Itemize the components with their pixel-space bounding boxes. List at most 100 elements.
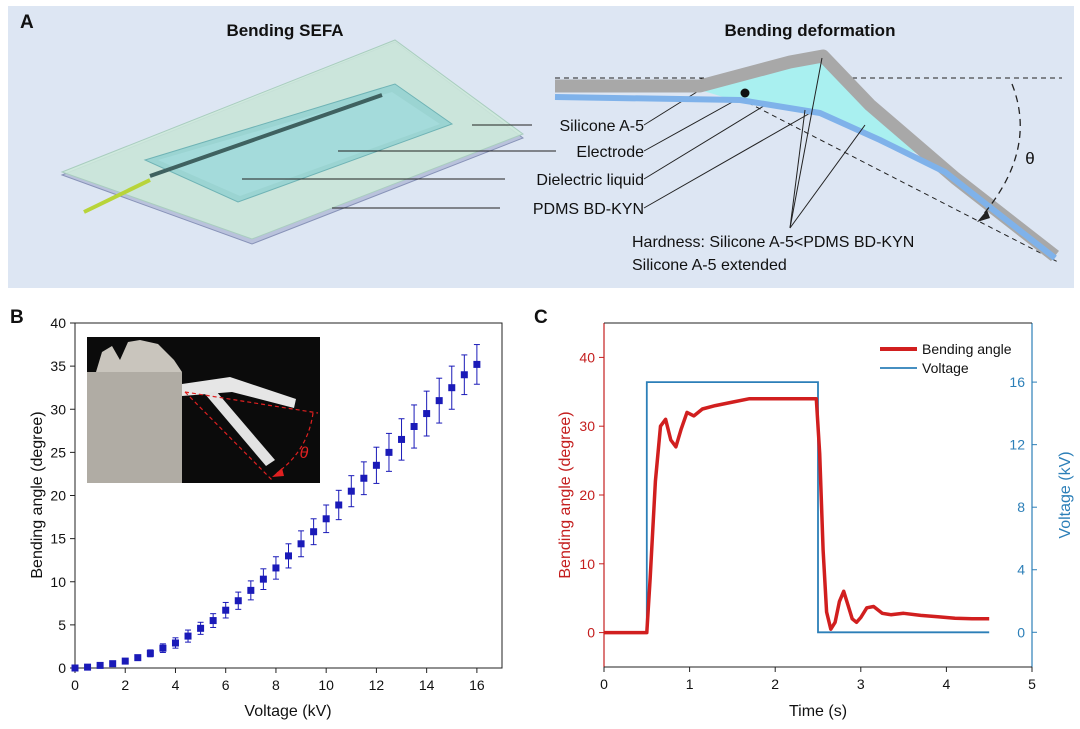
c-y-right-tick-label: 8 [1017,499,1025,515]
electrode-strip [149,93,383,178]
legend-voltage-label: Voltage [922,360,969,376]
b-y-tick-label: 20 [50,488,66,504]
panel-a: A Bending SEFA Bending deformation Silic… [8,6,1074,288]
b-y-tick-label: 0 [58,660,66,676]
panel-b-y-ticks: 0 5 10 15 20 25 30 35 40 [50,315,75,676]
pdms-layer-bent [554,94,1057,261]
b-y-tick-label: 15 [50,531,66,547]
extended-note: Silicone A-5 extended [632,257,787,274]
b-data-point [209,617,217,625]
c-x-tick-label: 1 [686,676,694,692]
b-x-tick-label: 8 [272,677,280,693]
b-data-point [285,552,292,560]
b-y-tick-label: 10 [50,574,66,590]
label-electrode: Electrode [576,144,644,161]
inset-theta-label: θ [300,445,309,462]
b-data-point [460,371,468,379]
panel-a-right-title: Bending deformation [725,21,896,40]
theta-label: θ [1025,149,1034,168]
panel-c-y-ticks: 0 10 20 30 40 [579,349,604,641]
b-y-tick-label: 25 [50,444,66,460]
inset-dashed-horizontal [184,391,319,414]
c-y-tick-label: 30 [579,418,595,434]
c-y-right-tick-label: 16 [1009,374,1025,390]
c-y-tick-label: 20 [579,487,595,503]
label-pdms: PDMS BD-KYN [533,201,644,218]
c-y-tick-label: 10 [579,556,595,572]
inset-block-top [96,340,182,372]
c-x-tick-label: 2 [771,676,779,692]
bending-deformation-drawing [554,49,1062,263]
panel-a-left-title: Bending SEFA [226,21,343,40]
b-x-tick-label: 0 [71,677,79,693]
b-data-point [184,632,192,640]
b-y-tick-label: 35 [50,358,66,374]
inset-photo: θ [87,337,320,483]
b-data-point [423,410,431,418]
b-data-point [247,586,255,594]
liquid-bulge [700,58,945,162]
b-x-tick-label: 4 [172,677,180,693]
b-x-tick-label: 16 [469,677,485,693]
inset-block [87,372,182,483]
c-y-right-tick-label: 12 [1009,437,1025,453]
b-data-point [134,654,142,662]
panel-c-x-ticks: 0 1 2 3 4 5 [600,667,1036,692]
b-data-point [310,528,318,536]
b-data-point [347,487,355,495]
b-data-point [435,397,443,405]
reference-diagonal [699,77,1059,263]
panel-c-y-ticks-right: 0 4 8 12 16 [1009,374,1037,640]
label-silicone-a5: Silicone A-5 [560,118,645,135]
panel-a-letter: A [20,12,34,33]
b-data-point [448,384,456,392]
b-data-point [109,660,117,668]
b-x-tick-label: 12 [369,677,385,693]
b-data-point [410,423,418,430]
b-data-point [335,501,343,509]
panel-c-letter: C [534,307,548,328]
b-data-point [385,448,393,456]
b-data-point [96,661,104,669]
b-data-point [71,664,79,672]
inset-theta-arc [276,412,314,474]
panel-b-data-points [71,344,481,672]
electrode-dot [740,88,750,98]
panel-b-x-label: Voltage (kV) [244,703,331,720]
legend-bending-angle-label: Bending angle [922,341,1012,357]
liquid-inner-surface [158,92,440,196]
b-y-tick-label: 5 [58,617,66,633]
b-data-point [222,606,230,614]
b-x-tick-label: 14 [419,677,435,693]
theta-arc [981,83,1021,217]
panel-b-letter: B [10,307,24,328]
sefa-device-drawing [60,39,525,245]
b-x-tick-label: 2 [121,677,129,693]
c-x-tick-label: 3 [857,676,865,692]
panel-b: B 0 2 4 6 8 10 12 14 16 0 5 10 15 20 25 30 35 40 Voltage… [10,307,503,720]
c-y-right-tick-label: 0 [1017,624,1025,640]
electrode-wire [83,178,151,214]
voltage-line [604,381,990,634]
b-x-tick-label: 6 [222,677,230,693]
c-y-tick-label: 40 [579,349,595,365]
b-data-point [272,564,280,572]
b-data-point [234,597,242,605]
b-data-point [146,649,154,657]
c-x-tick-label: 4 [943,676,951,692]
panel-c-legend: Bending angle Voltage [880,341,1012,376]
inset-theta-arrowhead [272,468,284,477]
b-data-point [360,474,368,482]
panel-c-y-label-right: Voltage (kV) [1057,451,1074,538]
inset-arm-unbent [182,377,296,408]
theta-arrowhead [977,210,990,222]
c-y-tick-label: 0 [587,625,595,641]
b-data-point [398,435,406,443]
inset-arm-bent [205,391,275,466]
b-data-point [171,639,179,647]
c-x-tick-label: 5 [1028,676,1036,692]
label-leaders [242,89,813,209]
b-data-point [372,461,380,469]
c-y-right-tick-label: 4 [1017,562,1025,578]
